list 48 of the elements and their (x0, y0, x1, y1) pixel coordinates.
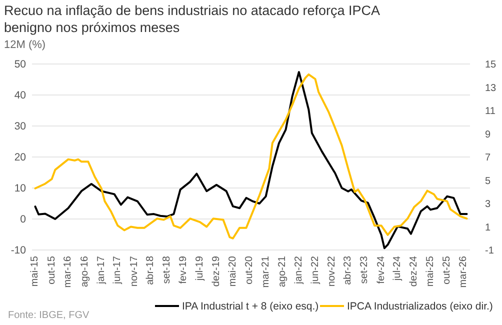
x-tick-label: dez-19 (210, 256, 222, 287)
x-tick-label: out-25 (442, 256, 453, 284)
y-tick-label: 50 (14, 58, 26, 71)
y2-tick-label: 5 (485, 176, 491, 187)
y2-tick-label: -1 (485, 246, 494, 256)
x-tick-label: mai-20 (227, 256, 238, 287)
y-tick-label: 10 (14, 182, 26, 195)
y-tick-label: 40 (14, 90, 26, 102)
legend-label: IPA Industrial t + 8 (eixo esq.) (182, 300, 319, 313)
x-tick-label: mar-21 (260, 256, 272, 288)
y-tick-label: 30 (14, 120, 26, 133)
x-tick-label: out-15 (46, 256, 58, 284)
x-tick-label: fev-19 (178, 256, 190, 284)
x-tick-label: jan-17 (96, 256, 107, 285)
x-tick-label: ago-21 (276, 256, 288, 288)
y2-tick-label: 15 (485, 60, 497, 70)
x-tick-label: dez-24 (408, 256, 420, 287)
y-axis-title: 12M (%) (4, 39, 46, 51)
y2-tick-label: 9 (485, 129, 491, 140)
x-tick-label: set-18 (162, 256, 173, 284)
x-tick-label: jul-24 (392, 256, 404, 282)
y2-tick-label: 11 (485, 106, 496, 117)
x-tick-label: jan-22 (293, 256, 304, 285)
x-tick-label: set-23 (359, 256, 370, 284)
x-tick-label: out-20 (244, 256, 255, 284)
x-tick-label: jul-19 (194, 256, 206, 282)
legend-label: IPCA Industrializados (eixo dir.) (347, 300, 493, 313)
x-tick-label: abr-18 (145, 256, 156, 285)
x-tick-label: mar-26 (458, 256, 469, 288)
x-tick-label: ago-16 (79, 256, 90, 288)
y2-tick-label: 1 (485, 222, 491, 234)
x-tick-label: nov-22 (326, 256, 338, 287)
y-tick-label: 20 (14, 152, 26, 164)
y2-tick-label: 13 (485, 82, 497, 94)
y2-tick-label: 3 (485, 199, 491, 210)
source-note: Fonte: IBGE, FGV (8, 310, 90, 321)
x-tick-label: abr-23 (342, 256, 354, 285)
chart-title: Recuo na inflação de bens industriais no atacado reforça IPCA benigno nos próximos meses (4, 3, 380, 35)
x-tick-label: mai-15 (30, 256, 41, 287)
x-tick-label: jun-22 (310, 256, 321, 285)
x-tick-label: jun-17 (112, 256, 124, 285)
x-tick-label: mar-16 (62, 256, 74, 288)
x-tick-label: nov-17 (128, 256, 140, 287)
y-tick-label: -10 (10, 244, 26, 257)
y2-tick-label: 7 (485, 152, 491, 164)
y-tick-label: 0 (20, 214, 26, 226)
x-tick-label: mai-25 (425, 256, 436, 287)
x-tick-label: fev-24 (376, 256, 387, 284)
